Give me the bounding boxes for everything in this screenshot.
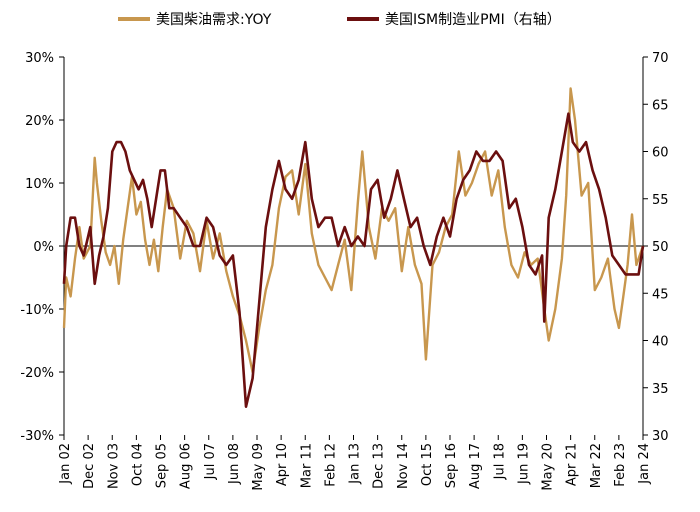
x-tick-label: Apr 21: [565, 443, 580, 486]
x-tick-label: Sep 16: [444, 443, 459, 488]
x-tick-label: Aug 06: [179, 443, 194, 489]
x-tick-label: Dec 13: [372, 443, 387, 489]
right-tick-label: 60: [652, 146, 669, 161]
x-tick-label: Jul 18: [492, 443, 507, 480]
x-tick-label: Jan 13: [348, 443, 363, 485]
x-tick-label: Sep 05: [155, 443, 170, 488]
right-tick-label: 70: [652, 51, 669, 66]
right-tick-label: 35: [652, 382, 669, 397]
series-line-ism-pmi: [62, 112, 645, 408]
right-tick-label: 65: [652, 98, 669, 113]
x-tick-label: Mar 22: [589, 443, 604, 488]
x-tick-label: Jun 08: [227, 443, 242, 485]
series-line-diesel-yoy: [62, 87, 645, 374]
x-tick-label: Oct 04: [130, 443, 145, 486]
x-tick-label: Feb 23: [613, 443, 628, 487]
x-tick-label: May 09: [251, 443, 266, 491]
left-axis-ticks: 30% 20% 10% 0% -10% -20% -30%: [20, 51, 64, 444]
x-tick-label: May 20: [541, 443, 556, 491]
x-tick-label: Nov 14: [396, 443, 411, 489]
x-tick-label: Apr 10: [275, 443, 290, 486]
left-tick-label: -30%: [20, 429, 54, 444]
x-tick-label: Jan 24: [637, 443, 652, 485]
x-tick-label: Oct 15: [420, 443, 435, 486]
left-tick-label: 10%: [25, 177, 54, 192]
legend: 美国柴油需求:YOY 美国ISM制造业PMI（右轴）: [118, 12, 561, 28]
legend-label-diesel: 美国柴油需求:YOY: [156, 12, 272, 28]
right-tick-label: 55: [652, 193, 669, 208]
x-tick-label: Dec 02: [82, 443, 97, 489]
right-tick-label: 50: [652, 240, 669, 255]
x-tick-label: Aug 17: [468, 443, 483, 489]
legend-label-pmi: 美国ISM制造业PMI（右轴）: [385, 12, 561, 28]
series-layer: [62, 87, 645, 408]
x-tick-label: Jan 02: [58, 443, 73, 485]
left-tick-label: 0%: [33, 240, 54, 255]
left-tick-label: 30%: [25, 51, 54, 66]
right-axis-ticks: 70 65 60 55 50 45 40 35 30: [643, 51, 669, 444]
right-tick-label: 30: [652, 429, 669, 444]
x-tick-label: Jul 07: [203, 443, 218, 480]
left-tick-label: -10%: [20, 303, 54, 318]
x-axis-ticks: Jan 02 Dec 02 Nov 03 Oct 04 Sep 05 Aug 06 Jul …: [58, 435, 652, 491]
x-tick-label: Mar 11: [299, 443, 314, 488]
right-tick-label: 45: [652, 287, 669, 302]
left-tick-label: -20%: [20, 366, 54, 381]
x-tick-label: Jun 19: [516, 443, 531, 485]
left-tick-label: 20%: [25, 114, 54, 129]
right-tick-label: 40: [652, 335, 669, 350]
x-tick-label: Feb 12: [323, 443, 338, 487]
x-tick-label: Nov 03: [106, 443, 121, 489]
